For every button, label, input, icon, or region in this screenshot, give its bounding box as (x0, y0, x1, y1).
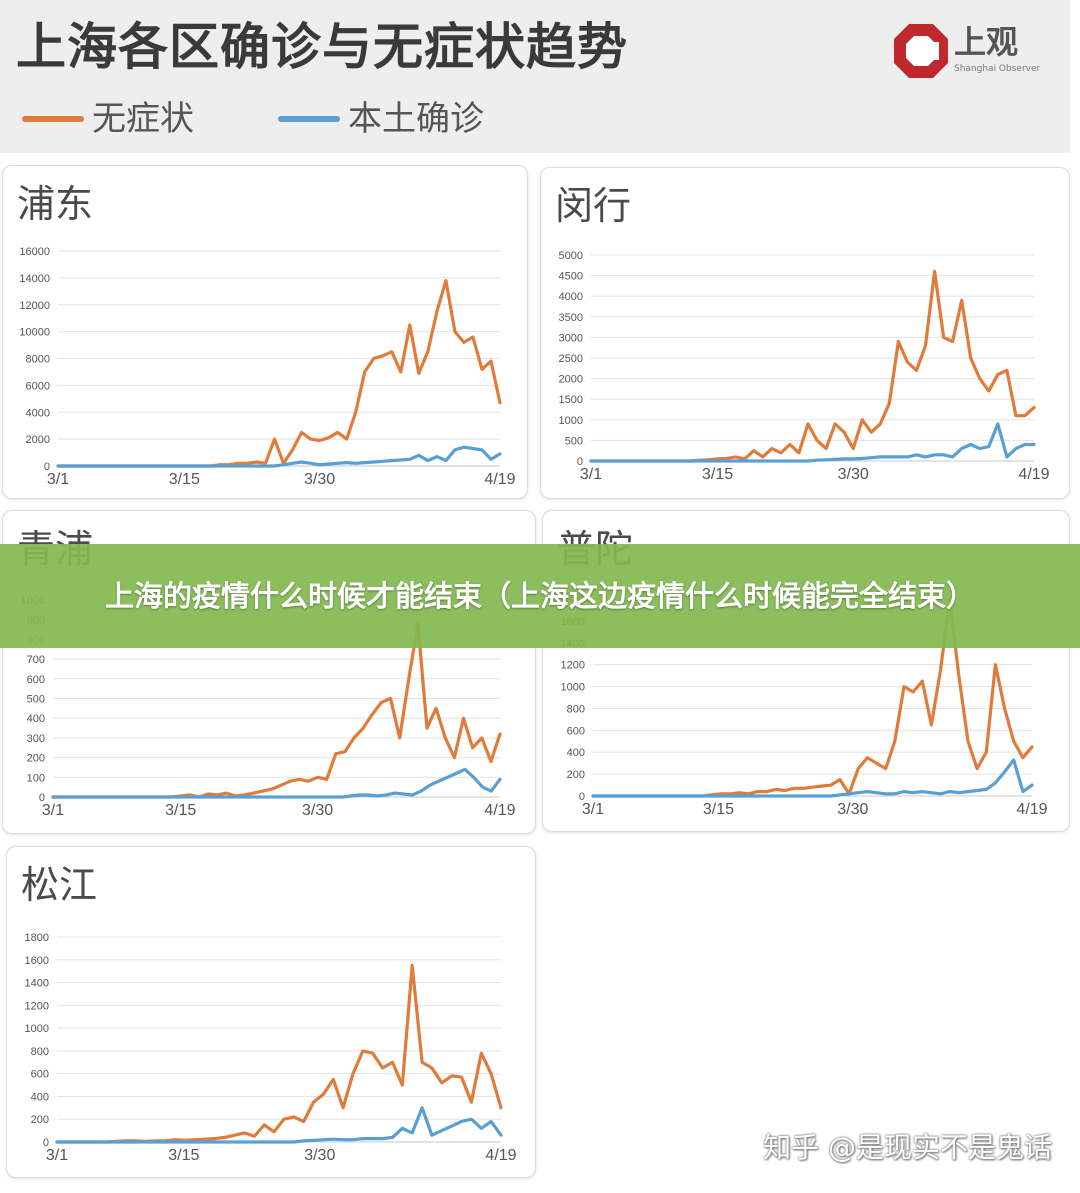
y-tick-label: 100 (27, 772, 45, 784)
y-tick-label: 400 (31, 1091, 49, 1103)
x-tick-label: 3/30 (304, 471, 335, 488)
y-tick-label: 1000 (561, 682, 585, 694)
legend-label-asymptomatic: 无症状 (92, 99, 194, 139)
series-line-confirmed (591, 758, 1034, 798)
shanghai-observer-logo-icon (894, 24, 948, 78)
y-tick-label: 16000 (19, 246, 50, 258)
y-tick-label: 12000 (19, 300, 50, 312)
banner-title: 上海的疫情什么时候才能结束（上海这边疫情什么时候能完全结束） (104, 579, 975, 613)
series-line-confirmed (51, 767, 502, 799)
x-tick-label: 3/1 (580, 466, 602, 483)
y-tick-label: 4500 (559, 271, 583, 283)
y-tick-label: 400 (27, 713, 45, 725)
y-tick-label: 600 (31, 1069, 49, 1081)
x-tick-label: 3/15 (169, 471, 200, 488)
y-tick-label: 400 (567, 747, 585, 759)
page-title: 上海各区确诊与无症状趋势 (16, 18, 628, 76)
y-tick-label: 10000 (19, 327, 50, 339)
line-chart-pudong: 0 2000 4000 6000 8000 10000 12000 14000 16000 3/1… (19, 246, 515, 488)
x-tick-label: 4/19 (485, 1147, 516, 1164)
y-tick-label: 1600 (25, 955, 49, 967)
x-tick-label: 3/15 (168, 1147, 199, 1164)
y-tick-label: 600 (567, 725, 585, 737)
y-tick-label: 2000 (559, 374, 583, 386)
x-tick-label: 3/1 (46, 1147, 68, 1164)
x-tick-label: 4/19 (1016, 801, 1047, 818)
line-chart-minhang: 0 500 1000 1500 2000 2500 3000 3500 4000 4500 5000… (559, 250, 1050, 483)
y-tick-label: 2000 (26, 434, 50, 446)
y-tick-label: 4000 (559, 291, 583, 303)
x-tick-label: 4/19 (484, 471, 515, 488)
y-tick-label: 1800 (25, 932, 49, 944)
logo: 上观 Shanghai Observer (892, 22, 1052, 86)
y-tick-label: 0 (44, 461, 50, 473)
x-tick-label: 3/1 (47, 471, 69, 488)
x-tick-label: 3/30 (304, 1147, 335, 1164)
series-line-asymptomatic (51, 621, 502, 799)
legend-label-confirmed: 本土确诊 (348, 99, 484, 139)
y-tick-label: 0 (577, 456, 583, 468)
y-tick-label: 800 (31, 1046, 49, 1058)
y-tick-label: 1400 (25, 978, 49, 990)
y-tick-label: 1000 (559, 415, 583, 427)
x-tick-label: 3/30 (837, 801, 868, 818)
y-tick-label: 0 (39, 792, 45, 804)
infographic-header: 上海各区确诊与无症状趋势 无症状 本土确诊 上观 Shanghai Observ… (0, 0, 1070, 153)
y-tick-label: 200 (567, 769, 585, 781)
y-tick-label: 8000 (26, 354, 50, 366)
y-tick-label: 14000 (19, 273, 50, 285)
y-tick-label: 3500 (559, 312, 583, 324)
logo-subtext: Shanghai Observer (954, 64, 1041, 74)
chart-title: 闵行 (555, 184, 632, 228)
logo-text: 上观 (954, 23, 1019, 61)
series-line-asymptomatic (589, 269, 1036, 463)
y-tick-label: 200 (31, 1114, 49, 1126)
y-tick-label: 300 (27, 733, 45, 745)
y-tick-label: 1000 (25, 1023, 49, 1035)
series-line-confirmed (589, 422, 1036, 463)
chart-panel-minhang: 闵行 0 500 1000 1500 2000 2500 3000 3500 4000 4500 5… (540, 167, 1070, 499)
y-tick-label: 0 (43, 1137, 49, 1149)
x-tick-label: 3/15 (165, 802, 196, 819)
chart-panel-songjiang: 松江 0 200 400 600 800 1000 1200 1400 1600 1800 3/1 3… (6, 846, 536, 1178)
legend-swatch-confirmed (278, 116, 340, 122)
y-tick-label: 700 (27, 654, 45, 666)
y-tick-label: 1200 (25, 1000, 49, 1012)
x-tick-label: 3/30 (838, 466, 869, 483)
y-tick-label: 800 (567, 703, 585, 715)
chart-title: 松江 (21, 863, 98, 907)
x-tick-label: 3/30 (302, 802, 333, 819)
y-tick-label: 600 (27, 674, 45, 686)
y-tick-label: 5000 (559, 250, 583, 262)
series-line-confirmed (56, 445, 502, 468)
y-tick-label: 0 (579, 791, 585, 803)
x-tick-label: 3/15 (703, 801, 734, 818)
x-tick-label: 3/15 (702, 466, 733, 483)
series-line-asymptomatic (55, 963, 503, 1144)
y-tick-label: 6000 (26, 380, 50, 392)
y-tick-label: 200 (27, 753, 45, 765)
line-chart-qingpu: 010020030040050060070080090010003/13/153… (21, 595, 516, 819)
y-tick-label: 4000 (26, 407, 50, 419)
y-tick-label: 1200 (561, 660, 585, 672)
y-tick-label: 500 (565, 435, 583, 447)
series-line-confirmed (55, 1106, 503, 1144)
x-tick-label: 4/19 (1018, 466, 1049, 483)
series-line-asymptomatic (56, 278, 502, 468)
chart-title: 浦东 (17, 182, 94, 226)
legend-swatch-asymptomatic (22, 116, 84, 122)
chart-panel-pudong: 浦东 0 2000 4000 6000 8000 10000 12000 14000 16000… (2, 165, 528, 499)
y-tick-label: 3000 (559, 332, 583, 344)
line-chart-songjiang: 0 200 400 600 800 1000 1200 1400 1600 1800 3/1 3/15… (25, 932, 517, 1164)
y-tick-label: 500 (27, 694, 45, 706)
x-tick-label: 4/19 (484, 802, 515, 819)
y-tick-label: 2500 (559, 353, 583, 365)
x-tick-label: 3/1 (582, 801, 604, 818)
watermark: 知乎 @是现实不是鬼话 (763, 1131, 1052, 1164)
x-tick-label: 3/1 (42, 802, 64, 819)
article-title-banner: 上海的疫情什么时候才能结束（上海这边疫情什么时候能完全结束） (0, 544, 1080, 648)
line-chart-putuo: 0200400600800100012001400160018003/13/15… (561, 594, 1048, 818)
y-tick-label: 1500 (559, 394, 583, 406)
